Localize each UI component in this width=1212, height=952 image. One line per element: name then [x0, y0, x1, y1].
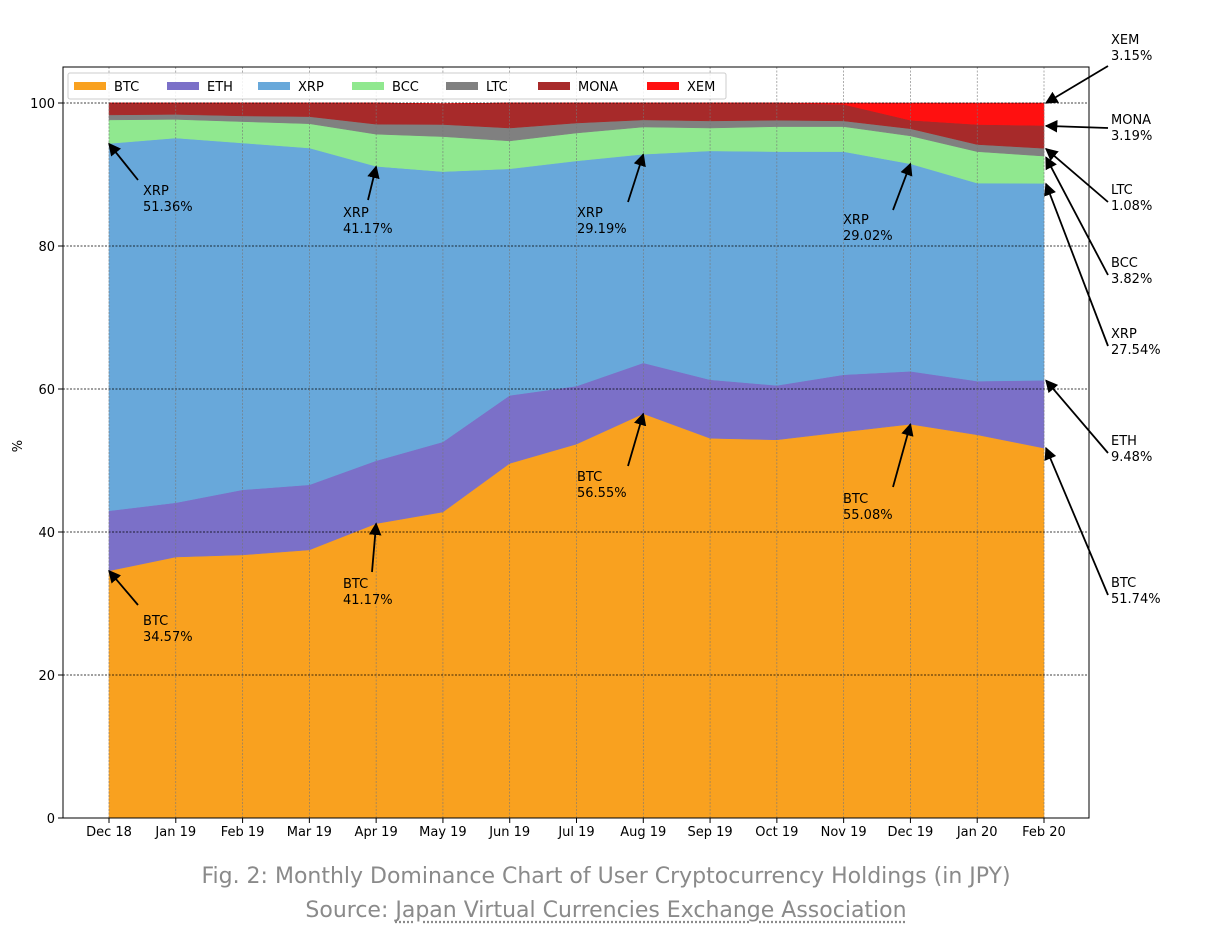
annotation-value: 27.54% [1111, 343, 1161, 358]
annotation-label: BTC [343, 577, 368, 592]
x-tick-label: May 19 [419, 825, 467, 840]
annotation-value: 51.36% [143, 200, 193, 215]
y-axis: 0 20 40 60 80 100 [30, 97, 63, 827]
annotation-value: 51.74% [1111, 592, 1161, 607]
y-tick-label: 100 [30, 97, 55, 112]
legend-label-ltc: LTC [486, 80, 508, 95]
legend-box [67, 72, 727, 100]
annotation-arrow [1045, 379, 1109, 454]
annotation-arrow [1045, 156, 1109, 276]
annotation-arrow [627, 153, 646, 203]
x-tick-label: Nov 19 [821, 825, 867, 840]
x-tick-label: Jul 19 [557, 825, 594, 840]
annotation-label: ETH [1111, 434, 1137, 449]
source-prefix: Source: [305, 898, 396, 923]
x-tick-label: Oct 19 [755, 825, 798, 840]
annotation-arrow [1044, 65, 1109, 104]
annotation-label: BTC [143, 614, 168, 629]
annotation-label: XRP [343, 206, 369, 221]
annotation-label: XRP [1111, 327, 1137, 342]
annotation-label: XRP [843, 213, 869, 228]
source-link[interactable]: Japan Virtual Currencies Exchange Associ… [395, 898, 907, 923]
x-axis: Dec 18 Jan 19 Feb 19 Mar 19 Apr 19 May 19 Jun … [86, 818, 1066, 840]
annotation-value: 1.08% [1111, 199, 1152, 214]
x-tick-label: Aug 19 [620, 825, 666, 840]
legend-swatch-xrp [258, 82, 290, 90]
legend-label-eth: ETH [207, 80, 233, 95]
annotations: XRP51.36%BTC34.57%XRP41.17%BTC41.17%XRP2… [108, 33, 1161, 645]
annotation-arrow [367, 165, 380, 201]
x-tick-label: Dec 19 [888, 825, 934, 840]
annotation-label: XEM [1111, 33, 1139, 48]
legend-swatch-eth [167, 82, 199, 90]
annotation-arrow [1044, 446, 1109, 596]
annotation-arrow [627, 412, 647, 467]
annotation-arrow [108, 142, 139, 181]
annotation-label: BCC [1111, 256, 1138, 271]
y-tick-label: 0 [47, 812, 55, 827]
annotation-arrow [1044, 119, 1109, 133]
legend-swatch-mona [538, 82, 570, 90]
legend-swatch-xem [647, 82, 679, 90]
x-tick-label: Jun 19 [488, 825, 530, 840]
x-tick-label: Jan 19 [154, 825, 196, 840]
annotation-label: XRP [143, 184, 169, 199]
annotation-value: 3.15% [1111, 49, 1152, 64]
legend-label-xrp: XRP [298, 80, 324, 95]
legend-label-btc: BTC [114, 80, 139, 95]
annotation-value: 56.55% [577, 486, 627, 501]
dominance-chart: 0 20 40 60 80 100 Dec 18 Jan 19 Feb 19 Mar 19 Apr… [11, 33, 1161, 840]
annotation-label: MONA [1111, 113, 1151, 128]
annotation-label: BTC [1111, 576, 1136, 591]
annotation-arrow [1044, 182, 1109, 347]
annotation-value: 41.17% [343, 593, 393, 608]
annotation-value: 41.17% [343, 222, 393, 237]
y-tick-label: 60 [38, 383, 55, 398]
legend-label-bcc: BCC [392, 80, 419, 95]
x-tick-label: Feb 19 [221, 825, 265, 840]
y-tick-label: 80 [38, 240, 55, 255]
legend-label-mona: MONA [578, 80, 618, 95]
annotation-label: LTC [1111, 183, 1133, 198]
legend-swatch-btc [74, 82, 106, 90]
annotation-label: BTC [843, 492, 868, 507]
annotation-value: 9.48% [1111, 450, 1152, 465]
annotation-value: 3.19% [1111, 129, 1152, 144]
source-line: Source: Japan Virtual Currencies Exchang… [0, 898, 1212, 923]
figure-caption: Fig. 2: Monthly Dominance Chart of User … [201, 864, 1011, 889]
annotation-arrow [892, 422, 914, 488]
legend: BTC ETH XRP BCC LTC MONA XEM [67, 72, 727, 100]
annotation-value: 55.08% [843, 508, 893, 523]
x-tick-label: Jan 20 [956, 825, 998, 840]
annotation-arrow [892, 162, 913, 211]
y-tick-label: 20 [38, 669, 55, 684]
annotation-arrow [108, 569, 139, 606]
x-tick-label: Feb 20 [1022, 825, 1066, 840]
annotation-label: XRP [577, 206, 603, 221]
annotation-value: 29.02% [843, 229, 893, 244]
legend-label-xem: XEM [687, 80, 715, 95]
legend-swatch-ltc [446, 82, 478, 90]
annotation-value: 3.82% [1111, 272, 1152, 287]
legend-swatch-bcc [352, 82, 384, 90]
x-tick-label: Dec 18 [86, 825, 132, 840]
y-tick-label: 40 [38, 526, 55, 541]
annotation-label: BTC [577, 470, 602, 485]
gridlines [63, 67, 1089, 818]
x-tick-label: Sep 19 [687, 825, 732, 840]
x-tick-label: Mar 19 [287, 825, 332, 840]
annotation-arrow [368, 522, 382, 573]
annotation-value: 34.57% [143, 630, 193, 645]
annotation-value: 29.19% [577, 222, 627, 237]
x-tick-label: Apr 19 [355, 825, 398, 840]
y-axis-label: % [11, 440, 26, 452]
